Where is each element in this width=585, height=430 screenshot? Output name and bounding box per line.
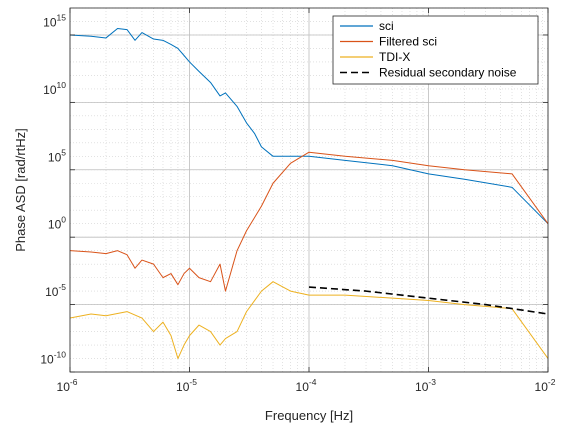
y-tick-label: 10-10 bbox=[40, 350, 66, 367]
x-tick-label: 10-5 bbox=[176, 377, 197, 394]
x-tick-labels: 10-6 10-5 10-4 10-3 10-2 bbox=[57, 377, 556, 394]
series-line-0 bbox=[70, 28, 548, 225]
series-line-3 bbox=[308, 286, 548, 315]
y-tick-label: 10-5 bbox=[45, 282, 66, 299]
legend-label-3: Residual secondary noise bbox=[379, 66, 517, 80]
y-tick-label: 1010 bbox=[43, 80, 66, 97]
x-tick-label: 10-2 bbox=[535, 377, 556, 394]
y-tick-label: 1015 bbox=[43, 12, 66, 29]
x-tick-label: 10-3 bbox=[415, 377, 436, 394]
legend-label-1: Filtered sci bbox=[379, 35, 437, 49]
series-line-2 bbox=[70, 281, 548, 360]
legend-label-2: TDI-X bbox=[379, 50, 410, 64]
y-tick-labels: 10-10 10-5 100 105 1010 1015 bbox=[40, 12, 66, 366]
y-tick-label: 105 bbox=[48, 147, 66, 164]
x-axis-label: Frequency [Hz] bbox=[265, 408, 353, 423]
y-tick-label: 100 bbox=[48, 215, 66, 232]
x-tick-label: 10-6 bbox=[57, 377, 78, 394]
x-tick-label: 10-4 bbox=[296, 377, 317, 394]
legend-label-0: sci bbox=[379, 19, 394, 33]
ticks-layer bbox=[69, 8, 549, 373]
series-line-1 bbox=[70, 151, 548, 292]
y-axis-label: Phase ASD [rad/rtHz] bbox=[13, 128, 28, 252]
series-layer bbox=[70, 28, 548, 360]
